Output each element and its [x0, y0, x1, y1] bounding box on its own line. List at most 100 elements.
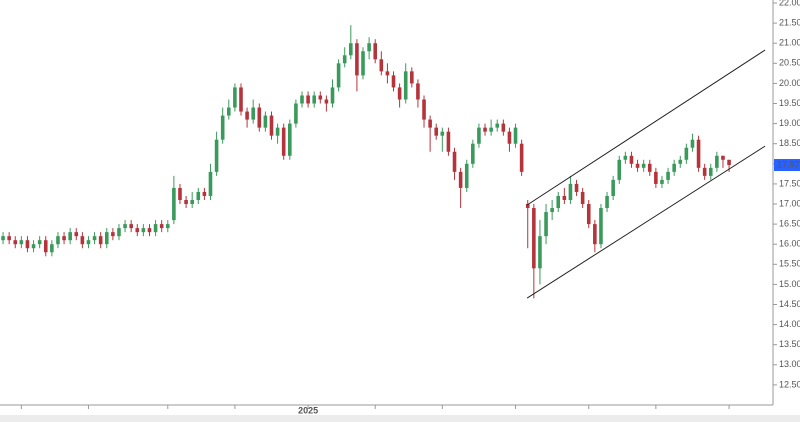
candle-body	[660, 179, 664, 184]
candle-body	[37, 240, 42, 245]
candle-body	[666, 171, 670, 180]
candle-body	[324, 99, 329, 104]
candle-body	[562, 195, 567, 200]
candle-body	[635, 163, 640, 168]
candle-body	[568, 183, 573, 200]
candle-body	[56, 236, 60, 245]
candle-body	[31, 244, 36, 249]
candle-body	[281, 127, 286, 156]
candle-body	[672, 163, 676, 172]
y-tick-label: 12.50	[779, 379, 800, 389]
candle-body	[684, 147, 689, 160]
candle-body	[654, 171, 658, 184]
candle-body	[507, 131, 512, 144]
candle-body	[275, 127, 280, 136]
y-tick-label: 20.50	[779, 58, 800, 68]
candle-body	[489, 127, 493, 132]
candle-body	[440, 131, 445, 136]
candle-body	[495, 123, 500, 128]
candle-body	[471, 143, 475, 164]
y-tick-label: 18.50	[779, 138, 800, 148]
candle-body	[141, 228, 146, 233]
candle-body	[251, 107, 255, 120]
candle-body	[342, 55, 347, 64]
candle-body	[379, 59, 384, 72]
candle-body	[422, 99, 426, 120]
candle-body	[1, 236, 5, 241]
candle-body	[403, 71, 408, 100]
candle-body	[208, 171, 213, 196]
candle-body	[629, 155, 634, 164]
candle-body	[702, 167, 707, 176]
candle-body	[727, 159, 731, 166]
x-tick-label: 2025	[298, 405, 318, 415]
candle-body	[525, 204, 530, 209]
candle-body	[220, 115, 225, 140]
candle-body	[574, 183, 579, 192]
candle-body	[373, 43, 378, 60]
candle-body	[532, 208, 536, 269]
candle-body	[80, 236, 85, 245]
candle-body	[135, 228, 140, 233]
candle-body	[501, 123, 506, 132]
candle-body	[294, 103, 298, 124]
y-tick-label: 16.00	[779, 239, 800, 249]
candle-body	[550, 208, 554, 213]
candle-body	[349, 43, 353, 56]
candle-body	[214, 139, 219, 172]
candle-body	[355, 43, 359, 76]
scrollbar	[0, 415, 800, 422]
y-tick-label: 14.00	[779, 319, 800, 329]
candle-body	[410, 71, 414, 84]
candle-body	[245, 111, 249, 120]
candle-body	[306, 95, 310, 104]
y-tick-label: 19.50	[779, 98, 800, 108]
candle-body	[312, 95, 317, 104]
candle-body	[172, 187, 176, 221]
last-price-label: 17.97	[777, 159, 800, 169]
last-price-box	[774, 159, 800, 172]
candle-body	[153, 224, 158, 233]
y-tick-label: 15.50	[779, 259, 800, 269]
candle-body	[196, 191, 201, 200]
candle-body	[367, 43, 371, 52]
candle-body	[43, 240, 48, 253]
candle-body	[62, 236, 66, 241]
y-tick-label: 14.50	[779, 299, 800, 309]
y-tick-label: 15.00	[779, 279, 800, 289]
candle-body	[19, 240, 24, 245]
candle-body	[68, 232, 72, 241]
candle-body	[226, 107, 231, 116]
candle-body	[330, 87, 335, 104]
candle-body	[391, 75, 396, 88]
candle-body	[202, 191, 207, 196]
candle-body	[452, 151, 457, 172]
candle-body	[434, 127, 439, 136]
y-tick-label: 19.00	[779, 118, 800, 128]
candle-body	[538, 236, 542, 269]
candle-body	[104, 232, 109, 245]
candle-body	[287, 123, 292, 156]
y-tick-label: 21.50	[779, 17, 800, 27]
candle-body	[678, 159, 683, 164]
candle-body	[117, 228, 121, 237]
candle-body	[690, 139, 695, 148]
candle-body	[50, 244, 54, 253]
candle-body	[7, 236, 11, 241]
candle-body	[361, 51, 365, 76]
candle-body	[98, 236, 103, 245]
candle-body	[111, 232, 115, 237]
candle-body	[708, 167, 713, 176]
y-tick-label: 21.00	[779, 38, 800, 48]
candle-body	[92, 236, 97, 241]
candle-body	[647, 163, 652, 172]
candle-body	[446, 131, 451, 152]
y-tick-label: 22.00	[779, 0, 800, 7]
y-tick-label: 20.00	[779, 78, 800, 88]
candle-body	[159, 224, 164, 229]
candle-body	[544, 212, 548, 237]
candle-body	[385, 71, 390, 76]
candle-body	[605, 195, 609, 209]
candle-body	[178, 187, 182, 200]
